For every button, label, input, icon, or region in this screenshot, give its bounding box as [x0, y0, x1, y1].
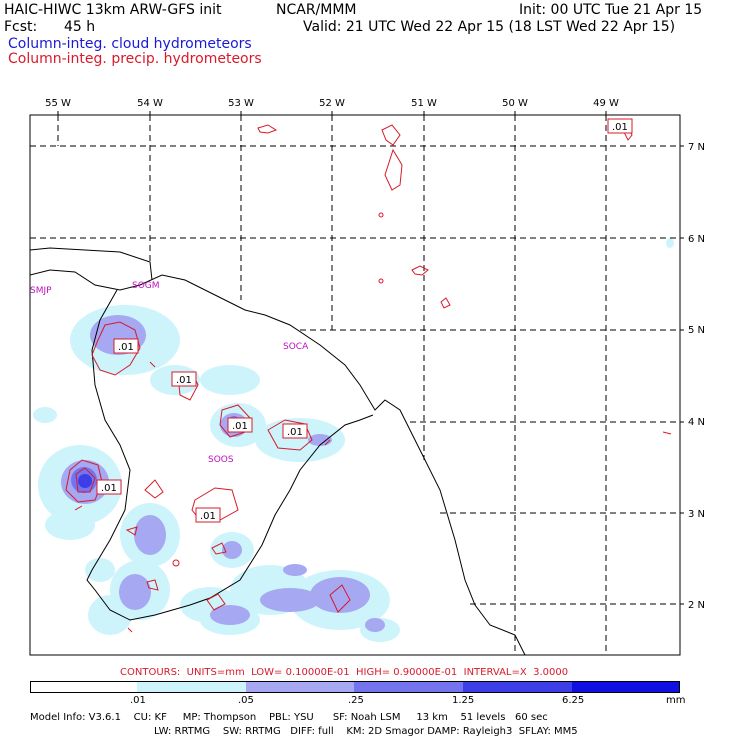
colorbar-unit: mm	[666, 695, 686, 706]
producer-label: NCAR/MMM	[276, 2, 357, 18]
forecast-hour: 45 h	[64, 19, 96, 35]
colorbar	[30, 681, 680, 693]
cloud-legend-text: Column-integ. cloud hydrometeors	[8, 36, 252, 52]
lon-label: 53 W	[228, 98, 254, 109]
coastline	[30, 247, 526, 655]
colorbar-segment	[572, 682, 679, 692]
colorbar-segment	[137, 682, 246, 692]
lon-label: 54 W	[137, 98, 163, 109]
contour-label: .01	[612, 122, 628, 133]
contour-label: .01	[101, 483, 117, 494]
station-label: SOOS	[208, 455, 234, 465]
valid-time: Valid: 21 UTC Wed 22 Apr 15 (18 LST Wed …	[303, 19, 676, 35]
lat-label: 5 N	[688, 325, 705, 336]
longitude-labels: 55 W 54 W 53 W 52 W 51 W 50 W 49 W	[45, 98, 619, 109]
lon-label: 51 W	[411, 98, 437, 109]
model-info-row2: LW: RRTMG SW: RRTMG DIFF: full KM: 2D Sm…	[154, 726, 578, 737]
colorbar-segment	[31, 682, 137, 692]
contour-label: .01	[118, 342, 134, 353]
contour-label: .01	[232, 421, 248, 432]
map-frame	[29, 114, 681, 656]
latitude-labels: 7 N 6 N 5 N 4 N 3 N 2 N	[688, 142, 705, 611]
model-info-row1: Model Info: V3.6.1 CU: KF MP: Thompson P…	[30, 712, 548, 723]
colorbar-segment	[246, 682, 354, 692]
lat-label: 4 N	[688, 417, 705, 428]
lat-lon-grid	[30, 115, 680, 655]
colorbar-tick: 1.25	[452, 695, 475, 706]
precip-contours	[65, 119, 672, 633]
station-label: SOCA	[283, 342, 309, 352]
lat-label: 2 N	[688, 600, 705, 611]
map-panel: 55 W 54 W 53 W 52 W 51 W 50 W 49 W 7 N 6…	[29, 98, 705, 656]
contour-label: .01	[200, 511, 216, 522]
lat-label: 7 N	[688, 142, 705, 153]
lon-label: 50 W	[502, 98, 528, 109]
contour-info: CONTOURS: UNITS=mm LOW= 0.10000E-01 HIGH…	[120, 667, 569, 678]
colorbar-tick: .25	[348, 695, 364, 706]
colorbar-tick: 6.25	[562, 695, 585, 706]
lon-label: 55 W	[45, 98, 71, 109]
colorbar-segment	[354, 682, 463, 692]
lon-label: 49 W	[593, 98, 619, 109]
colorbar-tick: .01	[130, 695, 146, 706]
colorbar-segment	[463, 682, 572, 692]
lat-label: 6 N	[688, 234, 705, 245]
station-label: SOGM	[132, 281, 160, 291]
colorbar-tick: .05	[238, 695, 254, 706]
cloud-shading	[33, 238, 674, 642]
forecast-label: Fcst:	[4, 19, 38, 35]
station-label: SMJP	[30, 286, 52, 296]
frame-ticks	[57, 111, 684, 605]
contour-label: .01	[176, 375, 192, 386]
map-title: HAIC-HIWC 13km ARW-GFS init	[4, 2, 222, 18]
station-labels: SMJP SOGM SOCA SOOS	[30, 281, 309, 465]
init-time: Init: 00 UTC Tue 21 Apr 15	[519, 2, 703, 18]
precip-legend-text: Column-integ. precip. hydrometeors	[8, 51, 262, 67]
lon-label: 52 W	[319, 98, 345, 109]
contour-label: .01	[287, 427, 303, 438]
lat-label: 3 N	[688, 509, 705, 520]
contour-labels: .01 .01 .01 .01 .01 .01 .01	[96, 118, 633, 523]
